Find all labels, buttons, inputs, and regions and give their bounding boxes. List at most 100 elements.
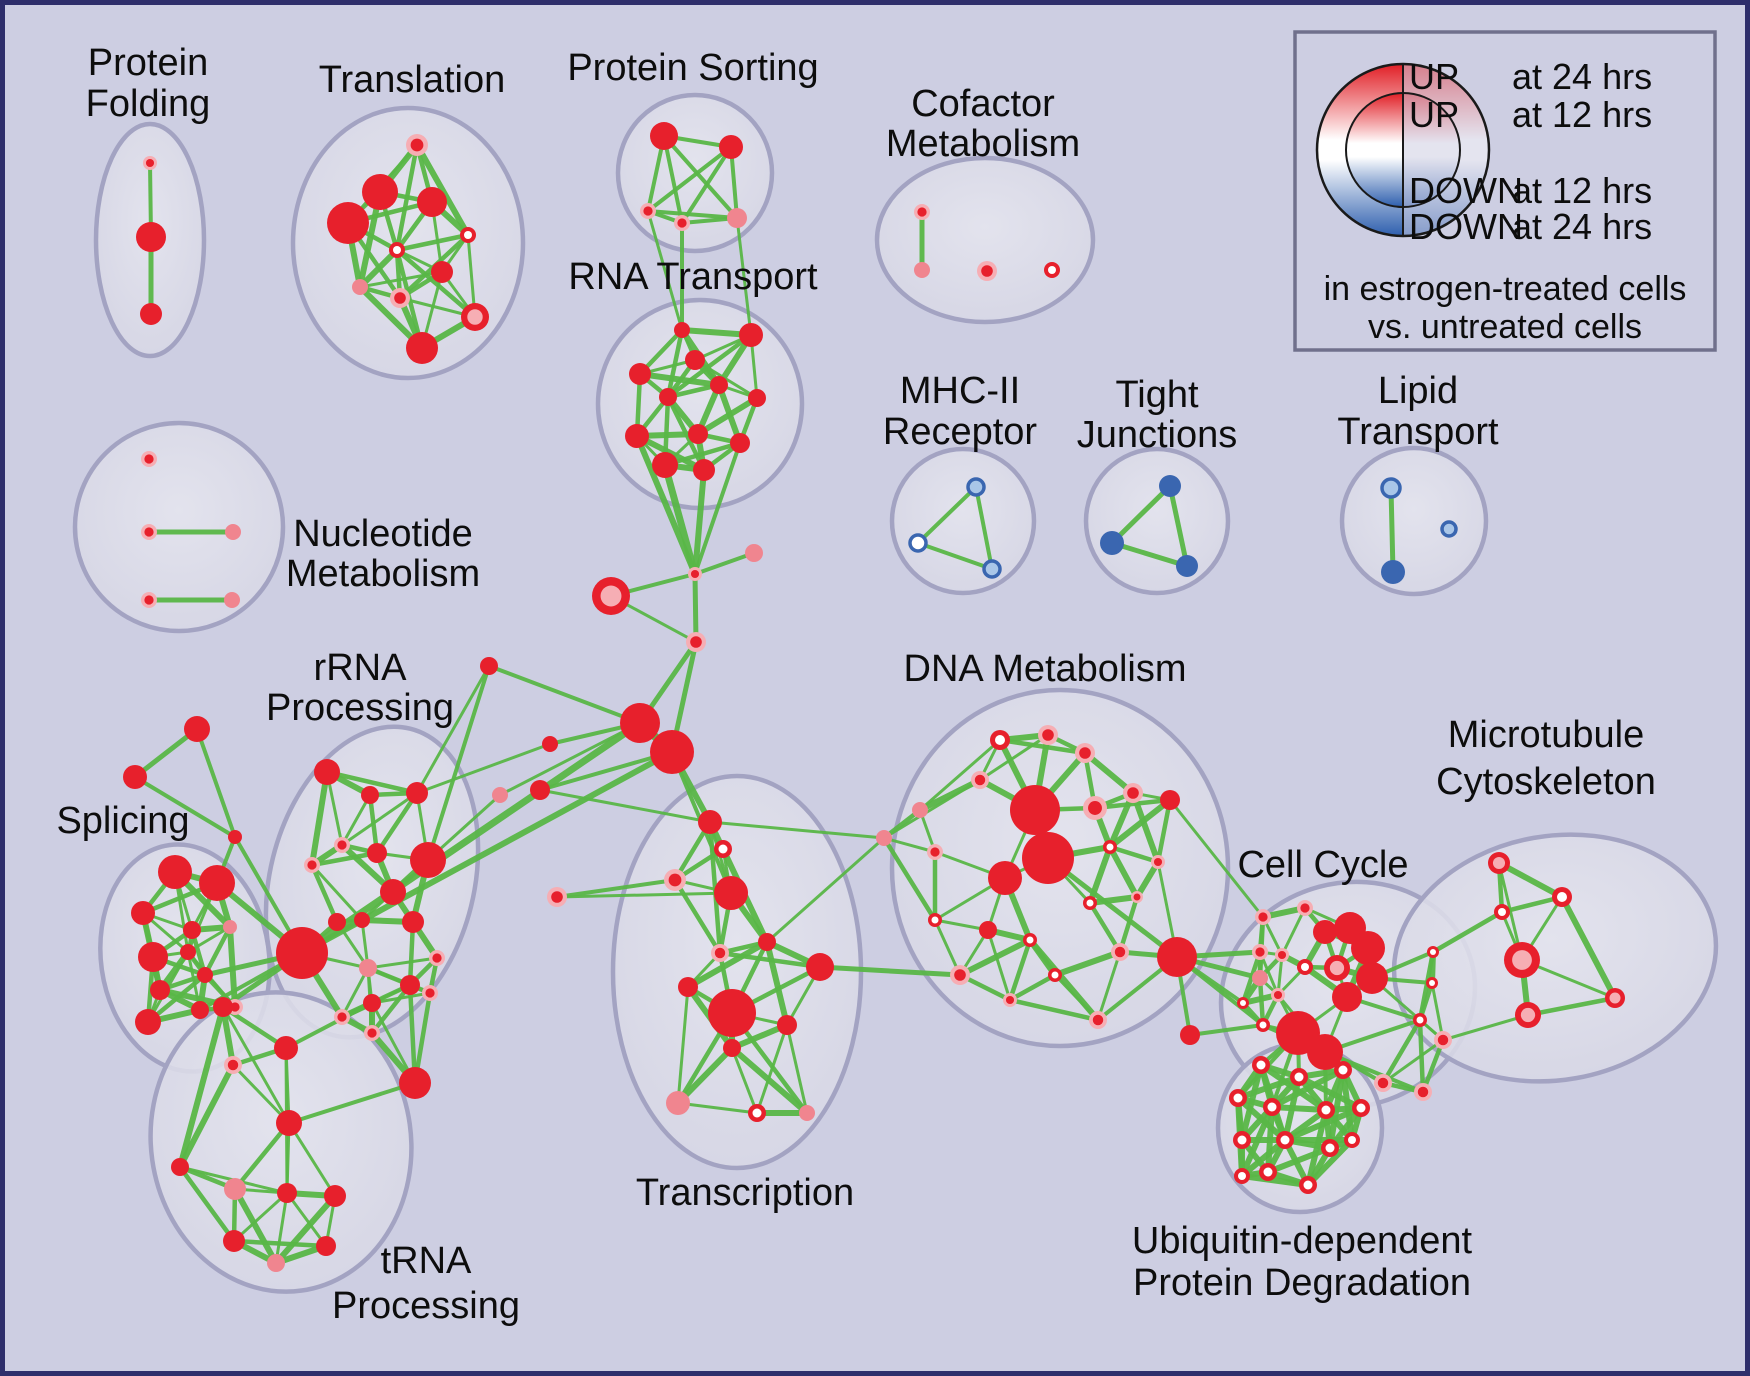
gene-node-r	[650, 730, 694, 774]
gene-node-r	[367, 843, 387, 863]
gene-node-r	[276, 927, 328, 979]
gene-node-rw	[1044, 262, 1060, 278]
gene-node-rw	[1103, 840, 1117, 854]
gene-node-r	[625, 424, 649, 448]
gene-node-r	[1160, 790, 1180, 810]
gene-node-rw	[1290, 1068, 1308, 1086]
cluster-label-lipid-transport-line1: Lipid	[1378, 370, 1458, 412]
gene-node-rp	[1504, 942, 1540, 978]
cluster-label-transcription-line1: Transcription	[636, 1172, 854, 1214]
cluster-ellipse-microtubule-cytoskeleton	[1391, 832, 1719, 1084]
gene-node-r	[314, 759, 340, 785]
gene-node-rp	[1324, 955, 1350, 981]
cluster-label-ubiquitin-degradation-line1: Ubiquitin-dependent	[1132, 1220, 1473, 1262]
gene-node-r	[719, 135, 743, 159]
gene-node-r	[171, 1158, 189, 1176]
gene-node-r	[988, 861, 1022, 895]
gene-node-r	[1356, 962, 1388, 994]
gene-node-pr	[1255, 909, 1271, 925]
gene-node-rw	[460, 227, 476, 243]
gene-node-pr	[1297, 900, 1313, 916]
cluster-label-cofactor-metabolism-line2: Metabolism	[886, 123, 1080, 165]
cluster-label-trna-processing-line1: tRNA	[381, 1240, 472, 1282]
gene-node-p	[267, 1254, 285, 1272]
gene-node-r	[183, 921, 201, 939]
gene-node-pr	[141, 592, 157, 608]
gene-node-rw	[1083, 896, 1097, 910]
gene-node-pr	[390, 288, 410, 308]
gene-node-pr	[429, 950, 445, 966]
gene-node-r	[191, 1001, 209, 1019]
cluster-label-rrna-processing-line2: Processing	[266, 687, 454, 729]
gene-node-rw	[1229, 1089, 1247, 1107]
gene-node-rw	[1413, 1013, 1427, 1027]
gene-node-p	[224, 1178, 246, 1200]
legend-box	[1293, 30, 1717, 352]
cluster-label-microtubule-cytoskeleton-line2: Cytoskeleton	[1436, 761, 1656, 803]
gene-node-p	[876, 830, 892, 846]
gene-node-r	[758, 933, 776, 951]
gene-node-p	[224, 592, 240, 608]
gene-node-p	[492, 787, 508, 803]
gene-node-p	[799, 1105, 815, 1121]
gene-node-p	[225, 524, 241, 540]
gene-node-pr	[640, 203, 656, 219]
gene-node-r	[150, 980, 170, 1000]
gene-node-rp	[1488, 852, 1510, 874]
gene-node-pr	[1038, 725, 1058, 745]
cluster-ellipse-cofactor-metabolism	[874, 155, 1096, 325]
gene-node-pr	[674, 215, 690, 231]
labels-layer: ProteinFoldingTranslationNucleotideMetab…	[56, 42, 1655, 1327]
cluster-ellipse-tight-junctions	[1083, 446, 1231, 596]
gene-node-p	[352, 279, 368, 295]
gene-node-rw	[1334, 1061, 1352, 1079]
gene-node-r	[693, 459, 715, 481]
gene-node-rw	[1297, 959, 1313, 975]
gene-node-rw	[1317, 1101, 1335, 1119]
gene-node-r	[402, 911, 424, 933]
legend-entry-time-3: at 24 hrs	[1512, 206, 1652, 247]
gene-node-r	[678, 977, 698, 997]
gene-node-rp	[1515, 1002, 1541, 1028]
gene-node-bl	[1380, 477, 1402, 499]
gene-node-r	[1313, 920, 1337, 944]
gene-node-p	[223, 920, 237, 934]
gene-node-r	[723, 1039, 741, 1057]
gene-node-rw	[1237, 997, 1249, 1009]
gene-node-r	[748, 389, 766, 407]
gene-node-r	[354, 912, 370, 928]
legend-entry-label-2: DOWN	[1409, 170, 1523, 211]
cluster-label-translation-line1: Translation	[319, 59, 506, 101]
gene-node-pr	[364, 1025, 380, 1041]
gene-node-r	[406, 782, 428, 804]
gene-node-r	[406, 332, 438, 364]
gene-node-r	[685, 350, 705, 370]
gene-node-pr	[950, 965, 970, 985]
gene-node-r	[659, 388, 677, 406]
gene-node-r	[327, 202, 369, 244]
gene-node-r	[730, 433, 750, 453]
gene-node-rw	[748, 1104, 766, 1122]
cluster-label-protein-folding-line2: Folding	[86, 83, 211, 125]
gene-node-p	[914, 262, 930, 278]
gene-node-r	[650, 122, 678, 150]
gene-node-pr	[711, 944, 729, 962]
gene-node-pr	[977, 261, 997, 281]
gene-node-r	[136, 222, 166, 252]
gene-node-rw	[1233, 1131, 1251, 1149]
legend-caption-line2: vs. untreated cells	[1368, 308, 1642, 346]
gene-node-r	[620, 703, 660, 743]
cluster-label-ubiquitin-degradation-line2: Protein Degradation	[1133, 1262, 1471, 1304]
gene-node-p	[912, 802, 928, 818]
gene-node-pr	[224, 1056, 242, 1074]
gene-node-pr	[1003, 993, 1017, 1007]
gene-node-r	[979, 921, 997, 939]
gene-node-pr	[406, 134, 428, 156]
gene-node-pr	[1083, 796, 1107, 820]
gene-node-r	[184, 716, 210, 742]
gene-node-rw	[1427, 946, 1439, 958]
gene-node-p	[666, 1091, 690, 1115]
gene-node-r	[714, 876, 748, 910]
